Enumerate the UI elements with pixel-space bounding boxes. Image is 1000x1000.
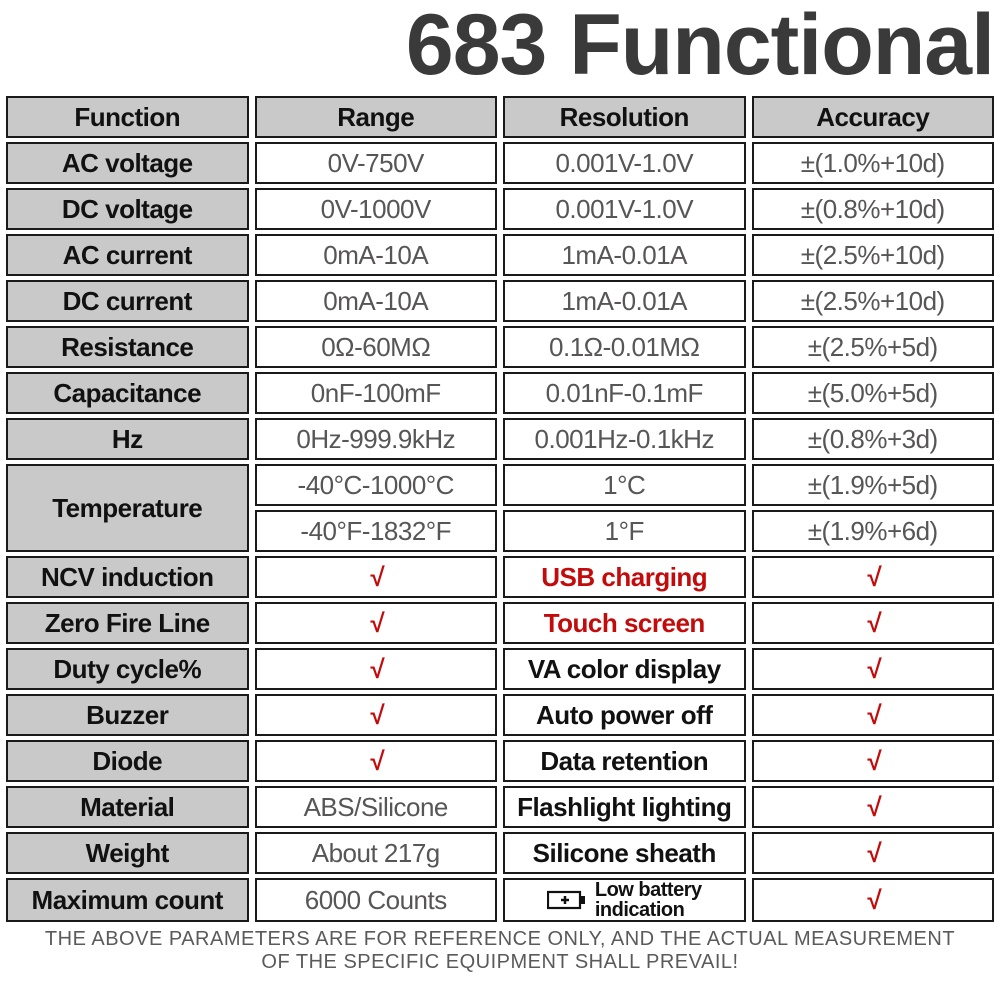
battery-label-2: indication [595,900,702,920]
cell-feature-c2: ABS/Silicone [255,786,498,828]
cell-feature-label: NCV induction [6,556,249,598]
cell-feature-label: Buzzer [6,694,249,736]
cell-acc: ±(5.0%+5d) [752,372,995,414]
cell-feature-c4: √ [752,832,995,874]
col-function: Function [6,96,249,138]
cell-feature-c2: √ [255,602,498,644]
cell-range: 0V-750V [255,142,498,184]
col-range: Range [255,96,498,138]
cell-maxcount-value: 6000 Counts [255,878,498,922]
cell-feature-c2: √ [255,740,498,782]
cell-feature-c2: √ [255,648,498,690]
label-maxcount: Maximum count [6,878,249,922]
cell-range: 0Ω-60MΩ [255,326,498,368]
cell-acc: ±(2.5%+10d) [752,234,995,276]
table-row: Resistance0Ω-60MΩ0.1Ω-0.01MΩ±(2.5%+5d) [6,326,994,368]
table-row: Duty cycle%√VA color display√ [6,648,994,690]
cell-temp-c-acc: ±(1.9%+5d) [752,464,995,506]
table-row: MaterialABS/SiliconeFlashlight lighting√ [6,786,994,828]
cell-feature-c3: VA color display [503,648,746,690]
cell-range: 0V-1000V [255,188,498,230]
cell-range: 0mA-10A [255,280,498,322]
cell-feature-c2: √ [255,694,498,736]
cell-feature-c4: √ [752,602,995,644]
cell-acc: ±(2.5%+5d) [752,326,995,368]
cell-feature-c3: Auto power off [503,694,746,736]
cell-fn: AC voltage [6,142,249,184]
footer-note: THE ABOVE PARAMETERS ARE FOR REFERENCE O… [0,928,1000,974]
row-temperature-c: Temperature -40°C-1000°C 1°C ±(1.9%+5d) [6,464,994,506]
table-row: WeightAbout 217gSilicone sheath√ [6,832,994,874]
cell-acc: ±(1.0%+10d) [752,142,995,184]
cell-fn: AC current [6,234,249,276]
cell-feature-label: Diode [6,740,249,782]
cell-fn: DC current [6,280,249,322]
cell-acc: ±(0.8%+10d) [752,188,995,230]
cell-feature-label: Zero Fire Line [6,602,249,644]
table-row: Capacitance0nF-100mF0.01nF-0.1mF±(5.0%+5… [6,372,994,414]
cell-fn: Resistance [6,326,249,368]
cell-temp-f-range: -40°F-1832°F [255,510,498,552]
col-accuracy: Accuracy [752,96,995,138]
cell-feature-c4: √ [752,556,995,598]
cell-feature-c3: USB charging [503,556,746,598]
cell-feature-c3: Touch screen [503,602,746,644]
cell-fn: DC voltage [6,188,249,230]
cell-feature-label: Weight [6,832,249,874]
cell-feature-label: Material [6,786,249,828]
page-title: 683 Functional [0,0,1000,92]
cell-temp-f-acc: ±(1.9%+6d) [752,510,995,552]
cell-res: 1mA-0.01A [503,280,746,322]
cell-res: 0.01nF-0.1mF [503,372,746,414]
cell-feature-c3: Flashlight lighting [503,786,746,828]
table-row: DC current0mA-10A1mA-0.01A±(2.5%+10d) [6,280,994,322]
cell-temp-c-res: 1°C [503,464,746,506]
cell-range: 0mA-10A [255,234,498,276]
cell-range: 0nF-100mF [255,372,498,414]
spec-table: Function Range Resolution Accuracy AC vo… [0,92,1000,926]
cell-fn: Capacitance [6,372,249,414]
cell-feature-label: Duty cycle% [6,648,249,690]
cell-temp-c-range: -40°C-1000°C [255,464,498,506]
cell-res: 0.001V-1.0V [503,188,746,230]
label-temperature: Temperature [6,464,249,552]
cell-feature-c4: √ [752,694,995,736]
cell-acc: ±(2.5%+10d) [752,280,995,322]
cell-feature-c4: √ [752,786,995,828]
cell-low-battery: Low battery indication [503,878,746,922]
cell-feature-c2: About 217g [255,832,498,874]
table-row: AC current0mA-10A1mA-0.01A±(2.5%+10d) [6,234,994,276]
col-resolution: Resolution [503,96,746,138]
cell-feature-c2: √ [255,556,498,598]
table-row: Buzzer√Auto power off√ [6,694,994,736]
cell-feature-c3: Data retention [503,740,746,782]
cell-acc: ±(0.8%+3d) [752,418,995,460]
cell-feature-c3: Silicone sheath [503,832,746,874]
cell-res: 1mA-0.01A [503,234,746,276]
row-maxcount: Maximum count 6000 Counts Low battery in… [6,878,994,922]
table-row: NCV induction√USB charging√ [6,556,994,598]
cell-fn: Hz [6,418,249,460]
cell-res: 0.001Hz-0.1kHz [503,418,746,460]
table-row: Zero Fire Line√Touch screen√ [6,602,994,644]
table-row: Diode√Data retention√ [6,740,994,782]
cell-feature-c4: √ [752,740,995,782]
battery-icon [547,889,587,911]
table-row: DC voltage0V-1000V0.001V-1.0V±(0.8%+10d) [6,188,994,230]
cell-range: 0Hz-999.9kHz [255,418,498,460]
footer-line-2: OF THE SPECIFIC EQUIPMENT SHALL PREVAIL! [261,951,738,973]
cell-temp-f-res: 1°F [503,510,746,552]
header-row: Function Range Resolution Accuracy [6,96,994,138]
cell-maxcount-check: √ [752,878,995,922]
cell-res: 0.001V-1.0V [503,142,746,184]
table-row: Hz0Hz-999.9kHz0.001Hz-0.1kHz±(0.8%+3d) [6,418,994,460]
cell-res: 0.1Ω-0.01MΩ [503,326,746,368]
footer-line-1: THE ABOVE PARAMETERS ARE FOR REFERENCE O… [45,928,955,950]
battery-label-1: Low battery [595,880,702,900]
table-row: AC voltage0V-750V0.001V-1.0V±(1.0%+10d) [6,142,994,184]
cell-feature-c4: √ [752,648,995,690]
